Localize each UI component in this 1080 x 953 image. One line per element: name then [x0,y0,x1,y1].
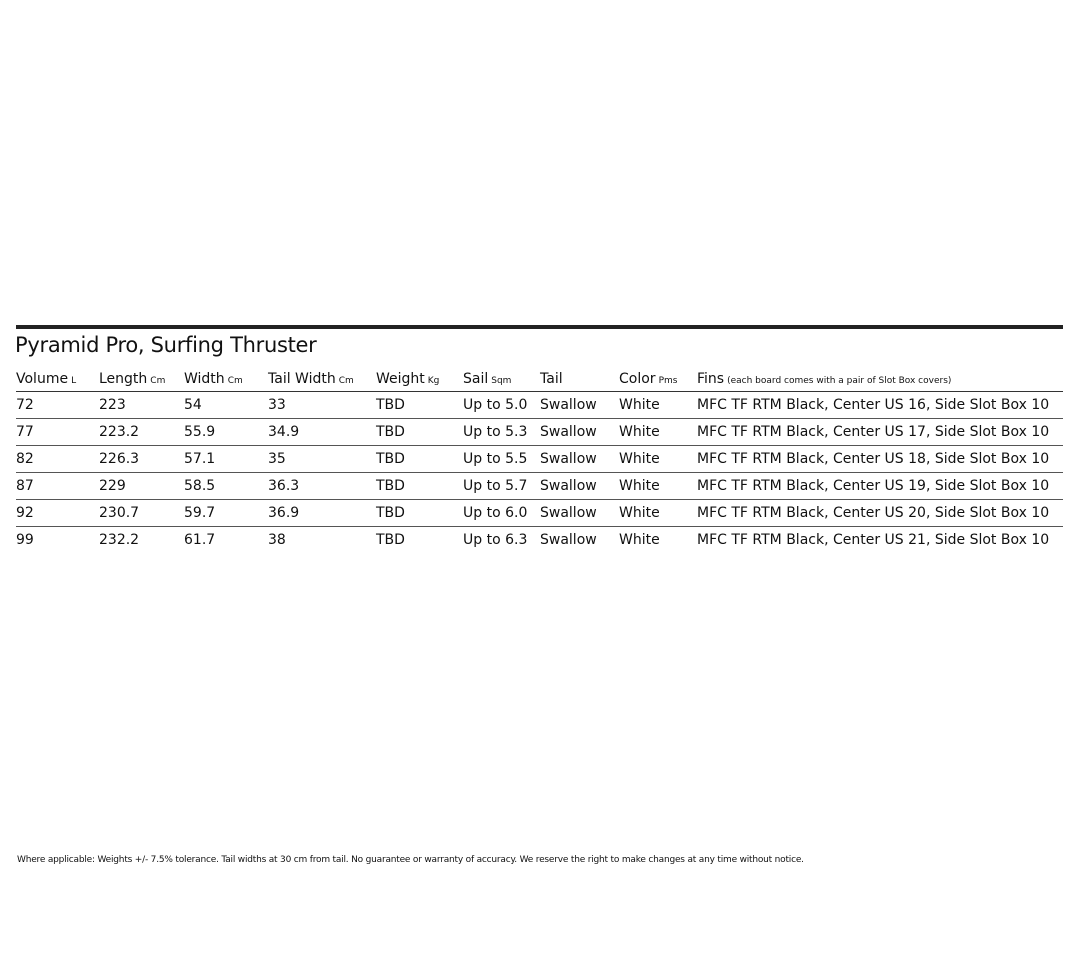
column-label: Sail [463,370,489,387]
table-cell: TBD [376,499,463,527]
column-unit: (each board comes with a pair of Slot Bo… [727,375,952,386]
column-header: Length Cm [99,366,184,392]
table-cell: 58.5 [184,472,268,500]
column-header: Tail Width Cm [268,366,376,392]
table-cell: 92 [16,499,99,527]
table-cell: 33 [268,391,376,419]
table-cell: White [619,472,697,500]
table-cell: 232.2 [99,532,140,548]
table-cell: TBD [376,532,405,548]
table-cell: Up to 6.0 [463,499,540,527]
table-row: 92 230.7 59.7 36.9 TBD Up to 6.0 Swallow White M… [16,499,1063,527]
table-cell: Up to 5.3 [463,418,540,446]
table-cell: 55.9 [184,418,268,446]
column-unit: Kg [427,375,440,386]
table-cell: MFC TF RTM Black, Center US 20, Side Slo… [697,499,1063,527]
header-row: Volume L Length Cm Width Cm Tail Width Cm Weight… [16,366,1063,392]
table-cell: 82 [16,445,99,473]
column-header: Tail [540,366,619,392]
table-cell: Up to 5.5 [463,445,540,473]
table-cell: 57.1 [184,445,268,473]
table-cell: 223.2 [99,418,184,446]
table-row: 87 229 58.5 36.3 TBD Up to 5.7 Swallow White MFC… [16,472,1063,500]
table-cell: TBD [376,445,463,473]
table-cell: MFC TF RTM Black, Center US 21, Side Slo… [697,532,1050,548]
column-label: Fins [697,370,725,387]
column-label: Width [184,370,225,387]
column-label: Color [619,370,656,387]
table-row: 82 226.3 57.1 35 TBD Up to 5.5 Swallow White MFC… [16,445,1063,473]
table-cell: Swallow [540,445,619,473]
table-cell: White [619,445,697,473]
table-cell: White [619,418,697,446]
table-cell: MFC TF RTM Black, Center US 17, Side Slo… [697,418,1063,446]
table-cell: MFC TF RTM Black, Center US 18, Side Slo… [697,445,1063,473]
table-cell: MFC TF RTM Black, Center US 19, Side Slo… [697,472,1063,500]
table-cell: TBD [376,472,463,500]
column-label: Volume [16,370,69,387]
column-unit: Cm [150,375,166,386]
column-unit: Pms [658,375,678,386]
column-unit: Sqm [491,375,512,386]
table-cell: 61.7 [184,532,216,548]
table-cell: 223 [99,391,184,419]
table-cell: 229 [99,472,184,500]
table-cell: 87 [16,472,99,500]
column-header: Width Cm [184,366,268,392]
table-cell: 72 [16,391,99,419]
table-cell: 77 [16,418,99,446]
table-cell: White [619,499,697,527]
table-cell: 36.3 [268,472,376,500]
column-unit: L [71,375,77,386]
table-cell: 36.9 [268,499,376,527]
table-cell: 35 [268,445,376,473]
table-cell: Swallow [540,472,619,500]
column-label: Tail Width [268,370,336,387]
table-cell: Swallow [540,418,619,446]
table-cell: 34.9 [268,418,376,446]
column-unit: Cm [338,375,354,386]
table-cell: 54 [184,391,268,419]
table-cell: Up to 6.3 [463,532,528,548]
table-row: 77 223.2 55.9 34.9 TBD Up to 5.3 Swallow White M… [16,418,1063,446]
table-cell: White [619,391,697,419]
table-cell: 38 [268,532,286,548]
page-title: Pyramid Pro, Surfing Thruster [15,333,317,357]
column-header: Volume L [16,366,99,392]
column-header: Fins (each board comes with a pair of Slo… [697,366,1063,392]
table-cell: TBD [376,418,463,446]
table-cell: MFC TF RTM Black, Center US 16, Side Slo… [697,391,1063,419]
table-cell: Up to 5.7 [463,472,540,500]
table-cell: 99 [16,532,34,548]
table-cell: 59.7 [184,499,268,527]
table-cell: Swallow [540,391,619,419]
table-cell: 230.7 [99,499,184,527]
spec-table: Volume L Length Cm Width Cm Tail Width Cm Weight… [16,366,1063,553]
table-row: 72 223 54 33 TBD Up to 5.0 Swallow White MFC TF … [16,391,1063,419]
table-cell: TBD [376,391,463,419]
footnote: Where applicable: Weights +/- 7.5% toler… [17,855,804,865]
column-label: Tail [540,370,563,387]
table-cell: Up to 5.0 [463,391,540,419]
table-cell: Swallow [540,499,619,527]
column-label: Weight [376,370,425,387]
column-header: Weight Kg [376,366,463,392]
column-header: Sail Sqm [463,366,540,392]
top-rule [16,325,1063,329]
table-row: 99 232.2 61.7 38 TBD Up to 6.3 Swallow White MFC… [16,527,1063,554]
column-label: Length [99,370,148,387]
table-cell: 226.3 [99,445,184,473]
table-cell: White [619,532,660,548]
column-unit: Cm [227,375,243,386]
column-header: Color Pms [619,366,697,392]
table-cell: Swallow [540,532,597,548]
